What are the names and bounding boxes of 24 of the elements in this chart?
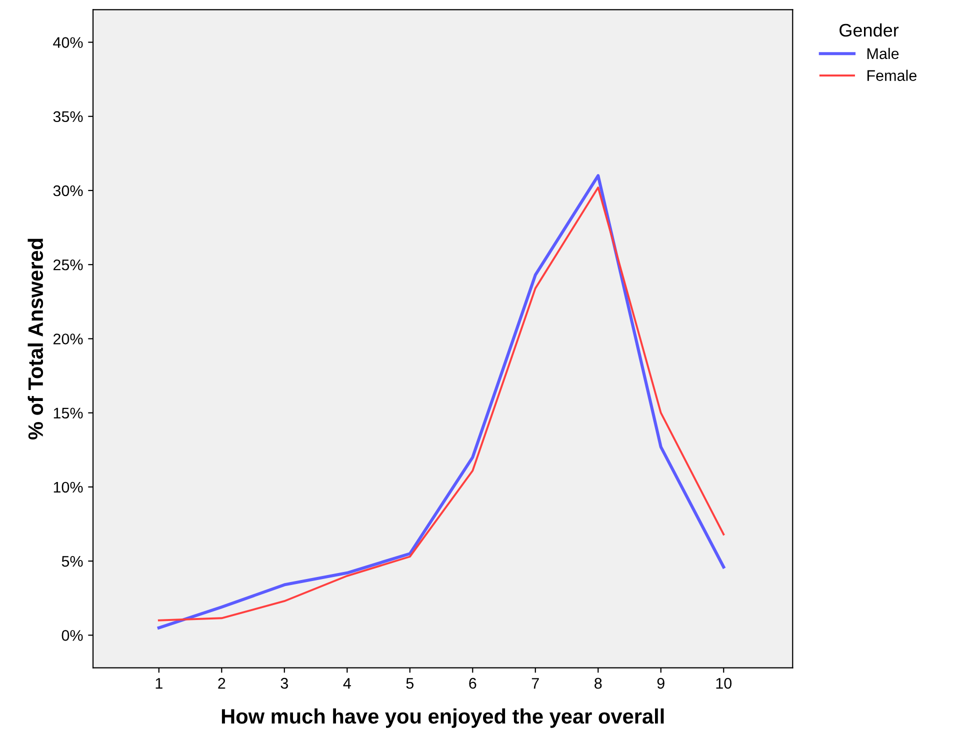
legend-label: Female — [867, 70, 916, 81]
x-tick-label: 1 — [156, 678, 162, 689]
x-tick-label: 6 — [469, 678, 476, 689]
y-tick-label: 15% — [54, 408, 83, 419]
legend-label: Male — [867, 48, 899, 60]
x-tick-label: 3 — [280, 678, 288, 689]
y-tick-label: 10% — [54, 482, 83, 493]
y-tick-label: 0% — [62, 630, 83, 641]
x-tick-label: 2 — [218, 678, 226, 689]
y-tick-label: 20% — [53, 334, 83, 344]
x-axis-title: How much have you enjoyed the year overall — [222, 708, 664, 728]
x-tick-label: 9 — [657, 678, 664, 689]
y-tick-label: 30% — [53, 185, 83, 196]
y-tick-label: 35% — [53, 111, 83, 122]
x-tick-label: 5 — [406, 678, 414, 689]
x-tick-label: 4 — [343, 678, 351, 689]
x-tick-label: 10 — [716, 678, 732, 689]
legend-title: Gender — [840, 23, 899, 37]
y-axis-title: % of Total Answered — [28, 238, 44, 440]
y-tick-label: 40% — [53, 37, 83, 48]
x-tick-label: 7 — [532, 678, 539, 689]
x-tick-label: 8 — [594, 678, 602, 689]
y-tick-label: 5% — [62, 556, 83, 567]
y-tick-label: 25% — [53, 259, 83, 270]
